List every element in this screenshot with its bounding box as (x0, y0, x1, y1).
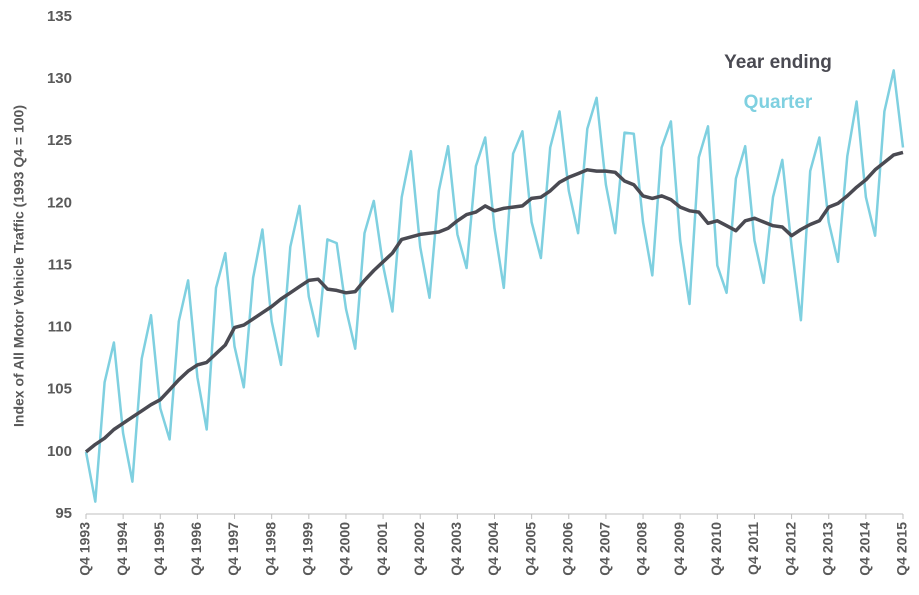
y-tick-label: 130 (47, 70, 72, 87)
x-tick-label: Q4 2004 (485, 522, 501, 576)
x-tick-label: Q4 2008 (634, 522, 650, 576)
x-tick-label: Q4 1993 (77, 522, 93, 576)
x-tick-label: Q4 2013 (819, 522, 835, 576)
y-tick-label: 105 (47, 381, 72, 398)
x-tick-label: Q4 2000 (337, 522, 353, 576)
x-tick-label: Q4 1999 (300, 522, 316, 576)
x-tick-label: Q4 2014 (857, 522, 873, 576)
x-tick-label: Q4 2012 (782, 522, 798, 576)
x-tick-label: Q4 2005 (522, 522, 538, 576)
y-tick-label: 100 (47, 443, 72, 460)
x-tick-label: Q4 2009 (671, 522, 687, 576)
y-tick-label: 120 (47, 194, 72, 211)
x-tick-label: Q4 2003 (448, 522, 464, 576)
x-tick-label: Q4 1994 (114, 522, 130, 576)
y-tick-label: 135 (47, 8, 72, 25)
x-tick-label: Q4 1998 (262, 522, 278, 576)
legend-entry: Year ending (724, 52, 832, 73)
y-tick-label: 95 (55, 505, 72, 522)
x-tick-label: Q4 1997 (225, 522, 241, 576)
legend-entry: Quarter (744, 92, 813, 113)
y-axis-label: Index of All Motor Vehicle Traffic (1993… (11, 105, 27, 427)
x-tick-label: Q4 2006 (559, 522, 575, 576)
x-tick-label: Q4 2002 (411, 522, 427, 576)
x-tick-label: Q4 2011 (745, 522, 761, 575)
y-tick-label: 125 (47, 132, 72, 149)
x-tick-label: Q4 1995 (151, 522, 167, 576)
x-tick-label: Q4 2010 (708, 522, 724, 576)
series-line (84, 69, 905, 503)
x-tick-label: Q4 1996 (188, 522, 204, 576)
x-tick-label: Q4 2015 (894, 522, 910, 576)
x-tick-label: Q4 2001 (374, 522, 390, 576)
x-tick-label: Q4 2007 (597, 522, 613, 576)
y-tick-label: 115 (48, 256, 72, 273)
y-tick-label: 110 (48, 319, 72, 336)
series-line (84, 150, 904, 454)
